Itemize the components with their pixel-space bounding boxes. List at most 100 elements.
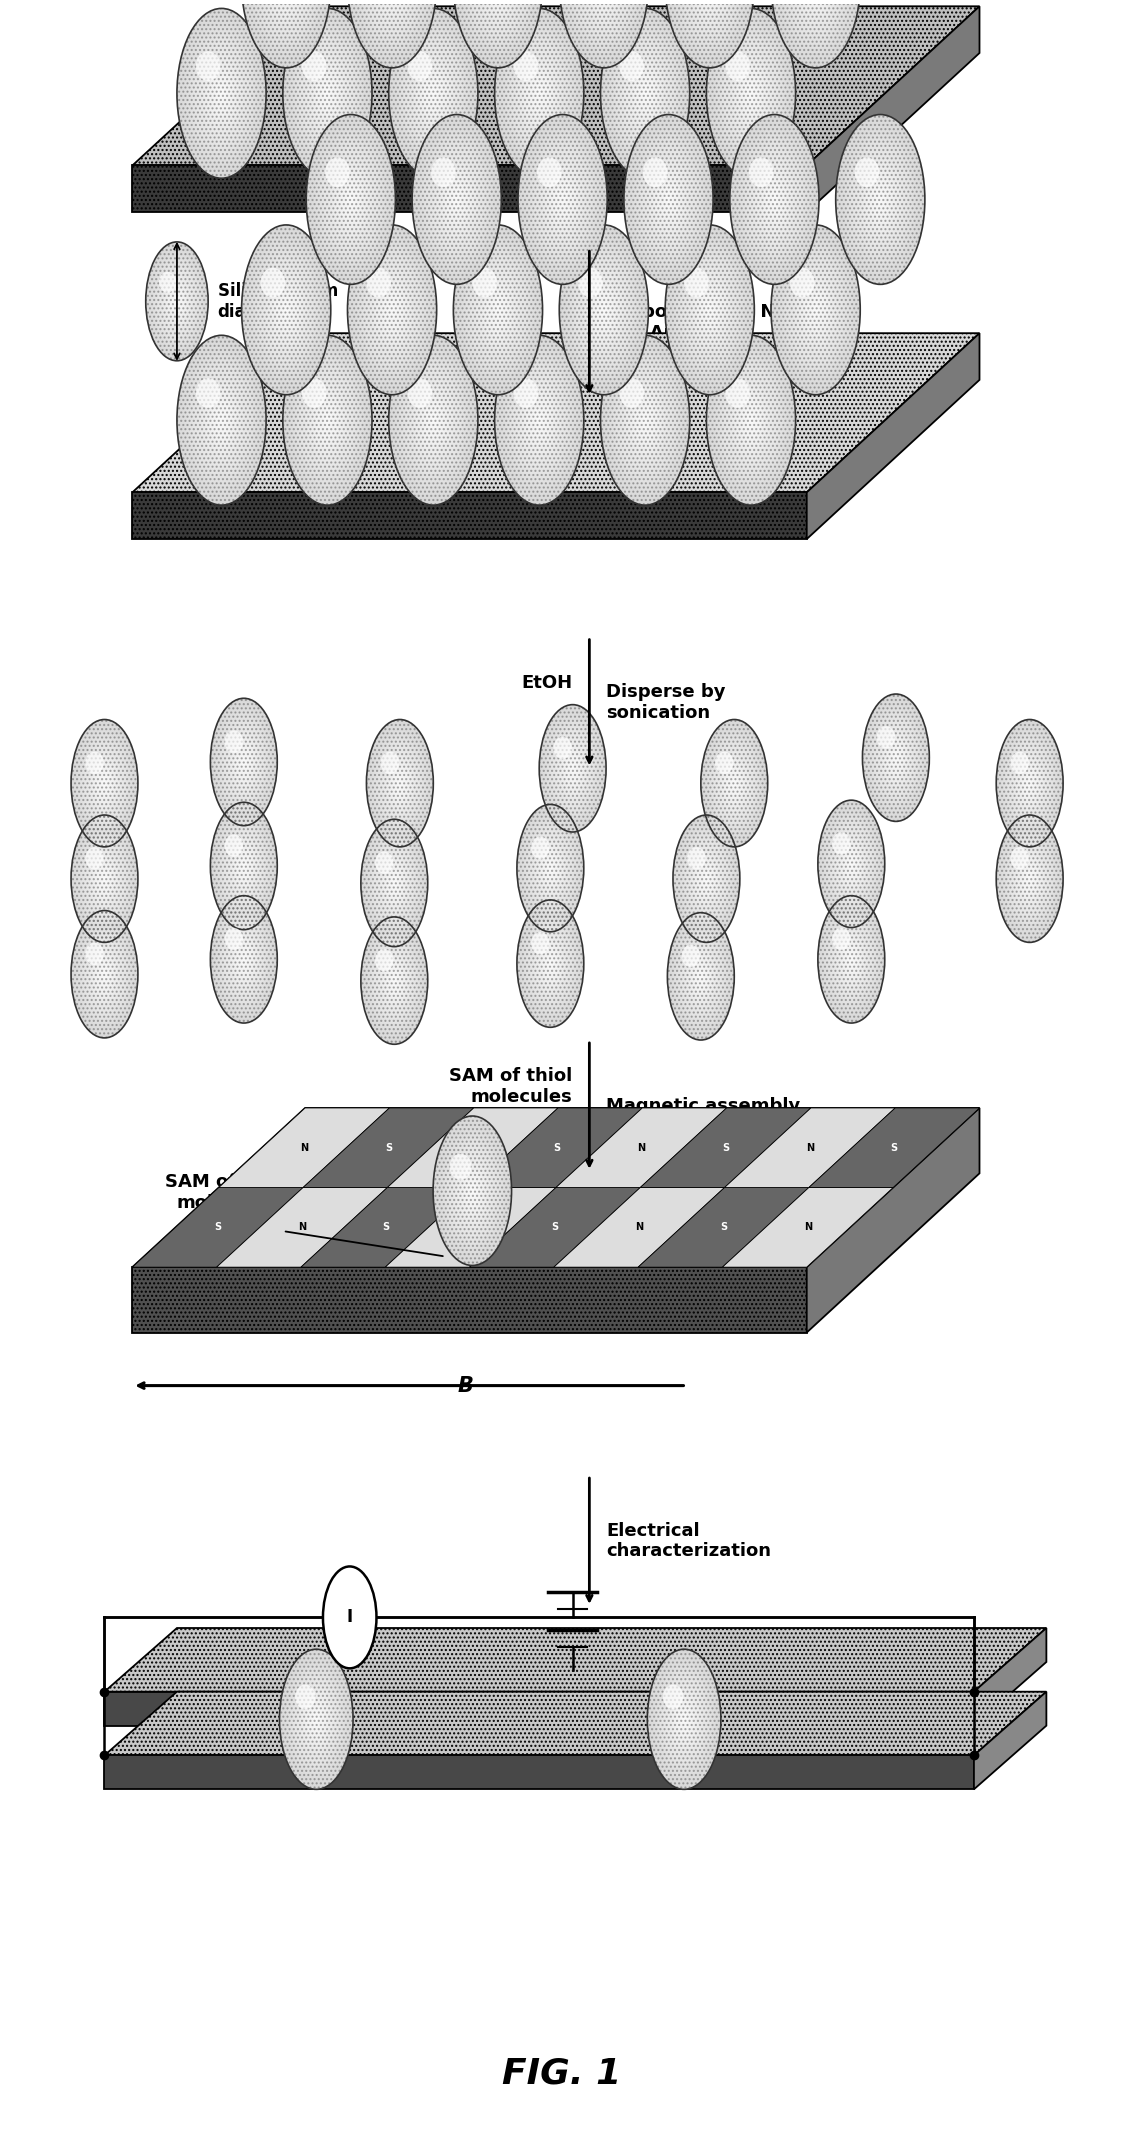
Ellipse shape: [541, 850, 559, 886]
Ellipse shape: [526, 128, 600, 271]
Ellipse shape: [244, 0, 328, 64]
Ellipse shape: [774, 0, 858, 64]
Text: S: S: [554, 1142, 560, 1153]
Ellipse shape: [996, 814, 1063, 942]
Ellipse shape: [529, 401, 549, 439]
Ellipse shape: [396, 776, 403, 791]
Ellipse shape: [603, 13, 687, 173]
Ellipse shape: [266, 273, 305, 347]
Ellipse shape: [170, 288, 184, 315]
Ellipse shape: [528, 825, 573, 910]
Ellipse shape: [424, 139, 489, 260]
Ellipse shape: [276, 292, 296, 328]
Ellipse shape: [809, 296, 823, 324]
Ellipse shape: [665, 0, 755, 68]
Ellipse shape: [683, 258, 737, 362]
Ellipse shape: [431, 158, 456, 188]
Ellipse shape: [887, 739, 905, 776]
Ellipse shape: [695, 857, 718, 899]
Ellipse shape: [413, 55, 453, 130]
Text: N: N: [298, 1223, 307, 1232]
Ellipse shape: [383, 752, 417, 814]
Ellipse shape: [302, 51, 327, 81]
Ellipse shape: [737, 66, 766, 121]
Ellipse shape: [697, 970, 704, 982]
Ellipse shape: [677, 249, 742, 371]
Ellipse shape: [837, 931, 866, 987]
Ellipse shape: [382, 957, 408, 1006]
Ellipse shape: [447, 181, 467, 217]
Ellipse shape: [454, 194, 459, 205]
Ellipse shape: [831, 825, 871, 904]
Ellipse shape: [382, 748, 419, 818]
Ellipse shape: [629, 124, 709, 275]
Ellipse shape: [312, 66, 343, 121]
Ellipse shape: [570, 765, 575, 771]
Ellipse shape: [545, 716, 601, 820]
Ellipse shape: [468, 1183, 476, 1200]
Ellipse shape: [303, 373, 353, 467]
Ellipse shape: [95, 957, 113, 991]
Ellipse shape: [285, 1660, 347, 1777]
Ellipse shape: [372, 0, 412, 21]
Ellipse shape: [192, 364, 252, 477]
Ellipse shape: [714, 744, 755, 823]
Ellipse shape: [266, 0, 305, 21]
Ellipse shape: [686, 840, 727, 918]
Ellipse shape: [283, 9, 372, 179]
Ellipse shape: [199, 51, 244, 136]
Ellipse shape: [709, 13, 793, 173]
Ellipse shape: [483, 0, 513, 11]
Polygon shape: [219, 1108, 390, 1187]
Ellipse shape: [709, 341, 793, 501]
Ellipse shape: [665, 226, 755, 394]
Ellipse shape: [88, 942, 121, 1006]
Ellipse shape: [223, 921, 264, 997]
Ellipse shape: [664, 190, 674, 209]
Ellipse shape: [675, 818, 738, 940]
Ellipse shape: [630, 392, 660, 448]
Ellipse shape: [811, 300, 821, 320]
Ellipse shape: [385, 296, 400, 324]
Ellipse shape: [546, 166, 579, 232]
Ellipse shape: [1019, 857, 1041, 899]
Ellipse shape: [285, 13, 369, 173]
Ellipse shape: [805, 292, 825, 328]
Ellipse shape: [75, 727, 135, 840]
Ellipse shape: [673, 0, 747, 53]
Ellipse shape: [530, 925, 570, 1002]
Text: S: S: [383, 1223, 390, 1232]
Ellipse shape: [703, 722, 766, 844]
Ellipse shape: [998, 722, 1061, 844]
Ellipse shape: [218, 816, 270, 916]
Ellipse shape: [321, 143, 381, 256]
Ellipse shape: [156, 262, 198, 341]
Ellipse shape: [705, 300, 714, 320]
Text: N: N: [466, 1223, 475, 1232]
Ellipse shape: [605, 345, 685, 497]
Polygon shape: [104, 1692, 974, 1726]
Ellipse shape: [579, 0, 629, 30]
Ellipse shape: [85, 752, 103, 774]
Ellipse shape: [834, 927, 868, 991]
Ellipse shape: [102, 780, 107, 786]
Ellipse shape: [846, 852, 857, 874]
Ellipse shape: [314, 1715, 318, 1724]
Ellipse shape: [529, 75, 549, 113]
Ellipse shape: [716, 28, 786, 160]
Ellipse shape: [423, 75, 444, 113]
Ellipse shape: [220, 914, 268, 1006]
Ellipse shape: [93, 857, 116, 899]
Ellipse shape: [399, 28, 468, 160]
Ellipse shape: [84, 840, 125, 918]
Ellipse shape: [359, 249, 424, 371]
Ellipse shape: [212, 701, 275, 823]
Polygon shape: [806, 6, 979, 213]
Ellipse shape: [828, 818, 876, 910]
Ellipse shape: [357, 243, 427, 375]
Ellipse shape: [216, 906, 272, 1012]
Ellipse shape: [210, 699, 277, 825]
Ellipse shape: [673, 239, 747, 381]
Ellipse shape: [305, 51, 349, 136]
Ellipse shape: [287, 17, 367, 168]
